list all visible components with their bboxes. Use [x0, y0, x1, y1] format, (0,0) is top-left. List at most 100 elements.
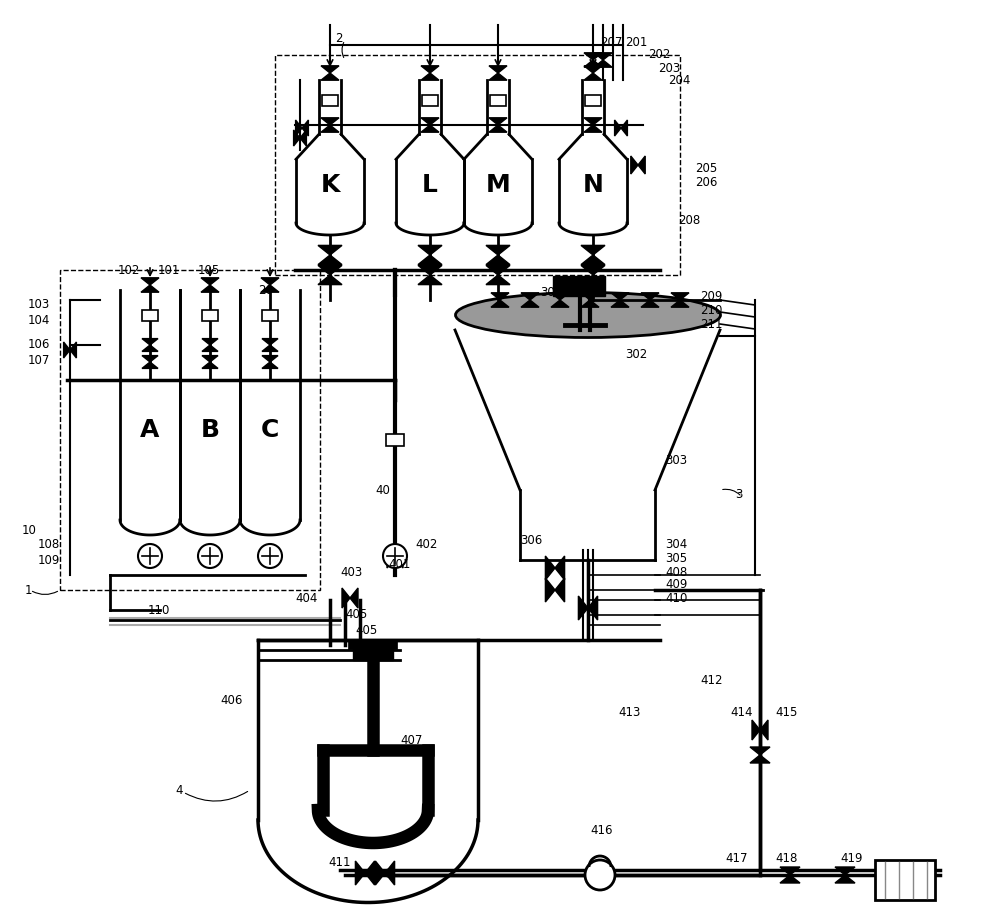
Polygon shape [262, 345, 278, 351]
Text: 209: 209 [700, 290, 722, 302]
Bar [60, 270, 320, 590]
Text: A: A [140, 418, 160, 442]
Ellipse shape [456, 292, 720, 338]
Polygon shape [418, 245, 442, 255]
Polygon shape [489, 65, 507, 73]
Text: 416: 416 [590, 824, 612, 836]
Polygon shape [638, 156, 645, 174]
Text: 4: 4 [175, 784, 182, 796]
Polygon shape [418, 265, 442, 275]
Polygon shape [142, 362, 158, 369]
Polygon shape [641, 300, 659, 307]
Polygon shape [584, 73, 602, 80]
Polygon shape [262, 339, 278, 345]
Polygon shape [551, 292, 569, 300]
Polygon shape [385, 861, 395, 885]
Polygon shape [318, 265, 342, 275]
Polygon shape [142, 339, 158, 345]
Polygon shape [581, 255, 605, 264]
Polygon shape [555, 556, 565, 580]
Bar [386, 434, 404, 446]
Polygon shape [375, 861, 385, 885]
Text: 409: 409 [665, 578, 687, 591]
Polygon shape [262, 356, 278, 362]
Polygon shape [489, 73, 507, 80]
Polygon shape [365, 861, 375, 885]
Polygon shape [752, 720, 760, 740]
Text: 208: 208 [678, 213, 700, 226]
Text: 411: 411 [328, 855, 351, 868]
Text: 303: 303 [665, 453, 687, 467]
Bar [585, 94, 601, 105]
Text: N: N [583, 173, 603, 197]
Polygon shape [489, 125, 507, 133]
Bar [262, 310, 278, 321]
Polygon shape [611, 300, 629, 307]
Polygon shape [581, 265, 605, 275]
Text: 204: 204 [668, 74, 690, 86]
Text: L: L [422, 173, 438, 197]
Text: 10: 10 [22, 524, 37, 537]
Polygon shape [486, 245, 510, 255]
Polygon shape [142, 345, 158, 351]
Text: 417: 417 [725, 852, 748, 864]
Polygon shape [296, 120, 302, 136]
Text: 104: 104 [28, 313, 50, 327]
Text: 405: 405 [355, 624, 377, 637]
Text: 211: 211 [700, 318, 722, 331]
Polygon shape [418, 275, 442, 284]
Polygon shape [750, 755, 770, 763]
Text: 201: 201 [625, 35, 647, 48]
Text: 101: 101 [158, 263, 180, 277]
Polygon shape [261, 285, 279, 292]
Bar [142, 310, 158, 321]
Polygon shape [294, 130, 300, 146]
Polygon shape [581, 275, 605, 284]
Polygon shape [486, 255, 510, 264]
Polygon shape [421, 65, 439, 73]
Bar [422, 94, 438, 105]
Text: 3: 3 [735, 489, 742, 501]
Polygon shape [491, 292, 509, 300]
Bar [490, 94, 506, 105]
Polygon shape [64, 342, 70, 358]
Polygon shape [387, 548, 395, 568]
Polygon shape [581, 292, 599, 300]
Polygon shape [780, 875, 800, 883]
Polygon shape [588, 596, 598, 620]
Polygon shape [578, 596, 588, 620]
Polygon shape [584, 125, 602, 133]
Text: 405: 405 [345, 608, 367, 621]
Polygon shape [631, 156, 638, 174]
Polygon shape [486, 265, 510, 275]
Bar [875, 860, 935, 900]
Polygon shape [760, 720, 768, 740]
Text: 418: 418 [775, 852, 797, 864]
Text: 408: 408 [665, 566, 687, 578]
Bar [322, 94, 338, 105]
Polygon shape [581, 300, 599, 307]
Polygon shape [355, 861, 365, 885]
Text: 412: 412 [700, 674, 722, 686]
Polygon shape [594, 53, 612, 60]
Text: 403: 403 [340, 566, 362, 578]
Polygon shape [491, 300, 509, 307]
Polygon shape [202, 356, 218, 362]
Polygon shape [489, 118, 507, 125]
Text: 107: 107 [28, 353, 50, 367]
Text: 103: 103 [28, 299, 50, 311]
Polygon shape [318, 255, 342, 264]
Polygon shape [201, 278, 219, 285]
Polygon shape [835, 867, 855, 875]
Text: 206: 206 [695, 176, 717, 190]
Text: 410: 410 [665, 591, 687, 605]
Polygon shape [318, 275, 342, 284]
Polygon shape [780, 867, 800, 875]
Text: 40: 40 [375, 483, 390, 497]
Text: 306: 306 [520, 534, 542, 547]
Polygon shape [581, 245, 605, 255]
Polygon shape [261, 278, 279, 285]
Text: 20: 20 [258, 283, 273, 297]
Text: 302: 302 [625, 349, 647, 361]
Polygon shape [584, 65, 602, 73]
